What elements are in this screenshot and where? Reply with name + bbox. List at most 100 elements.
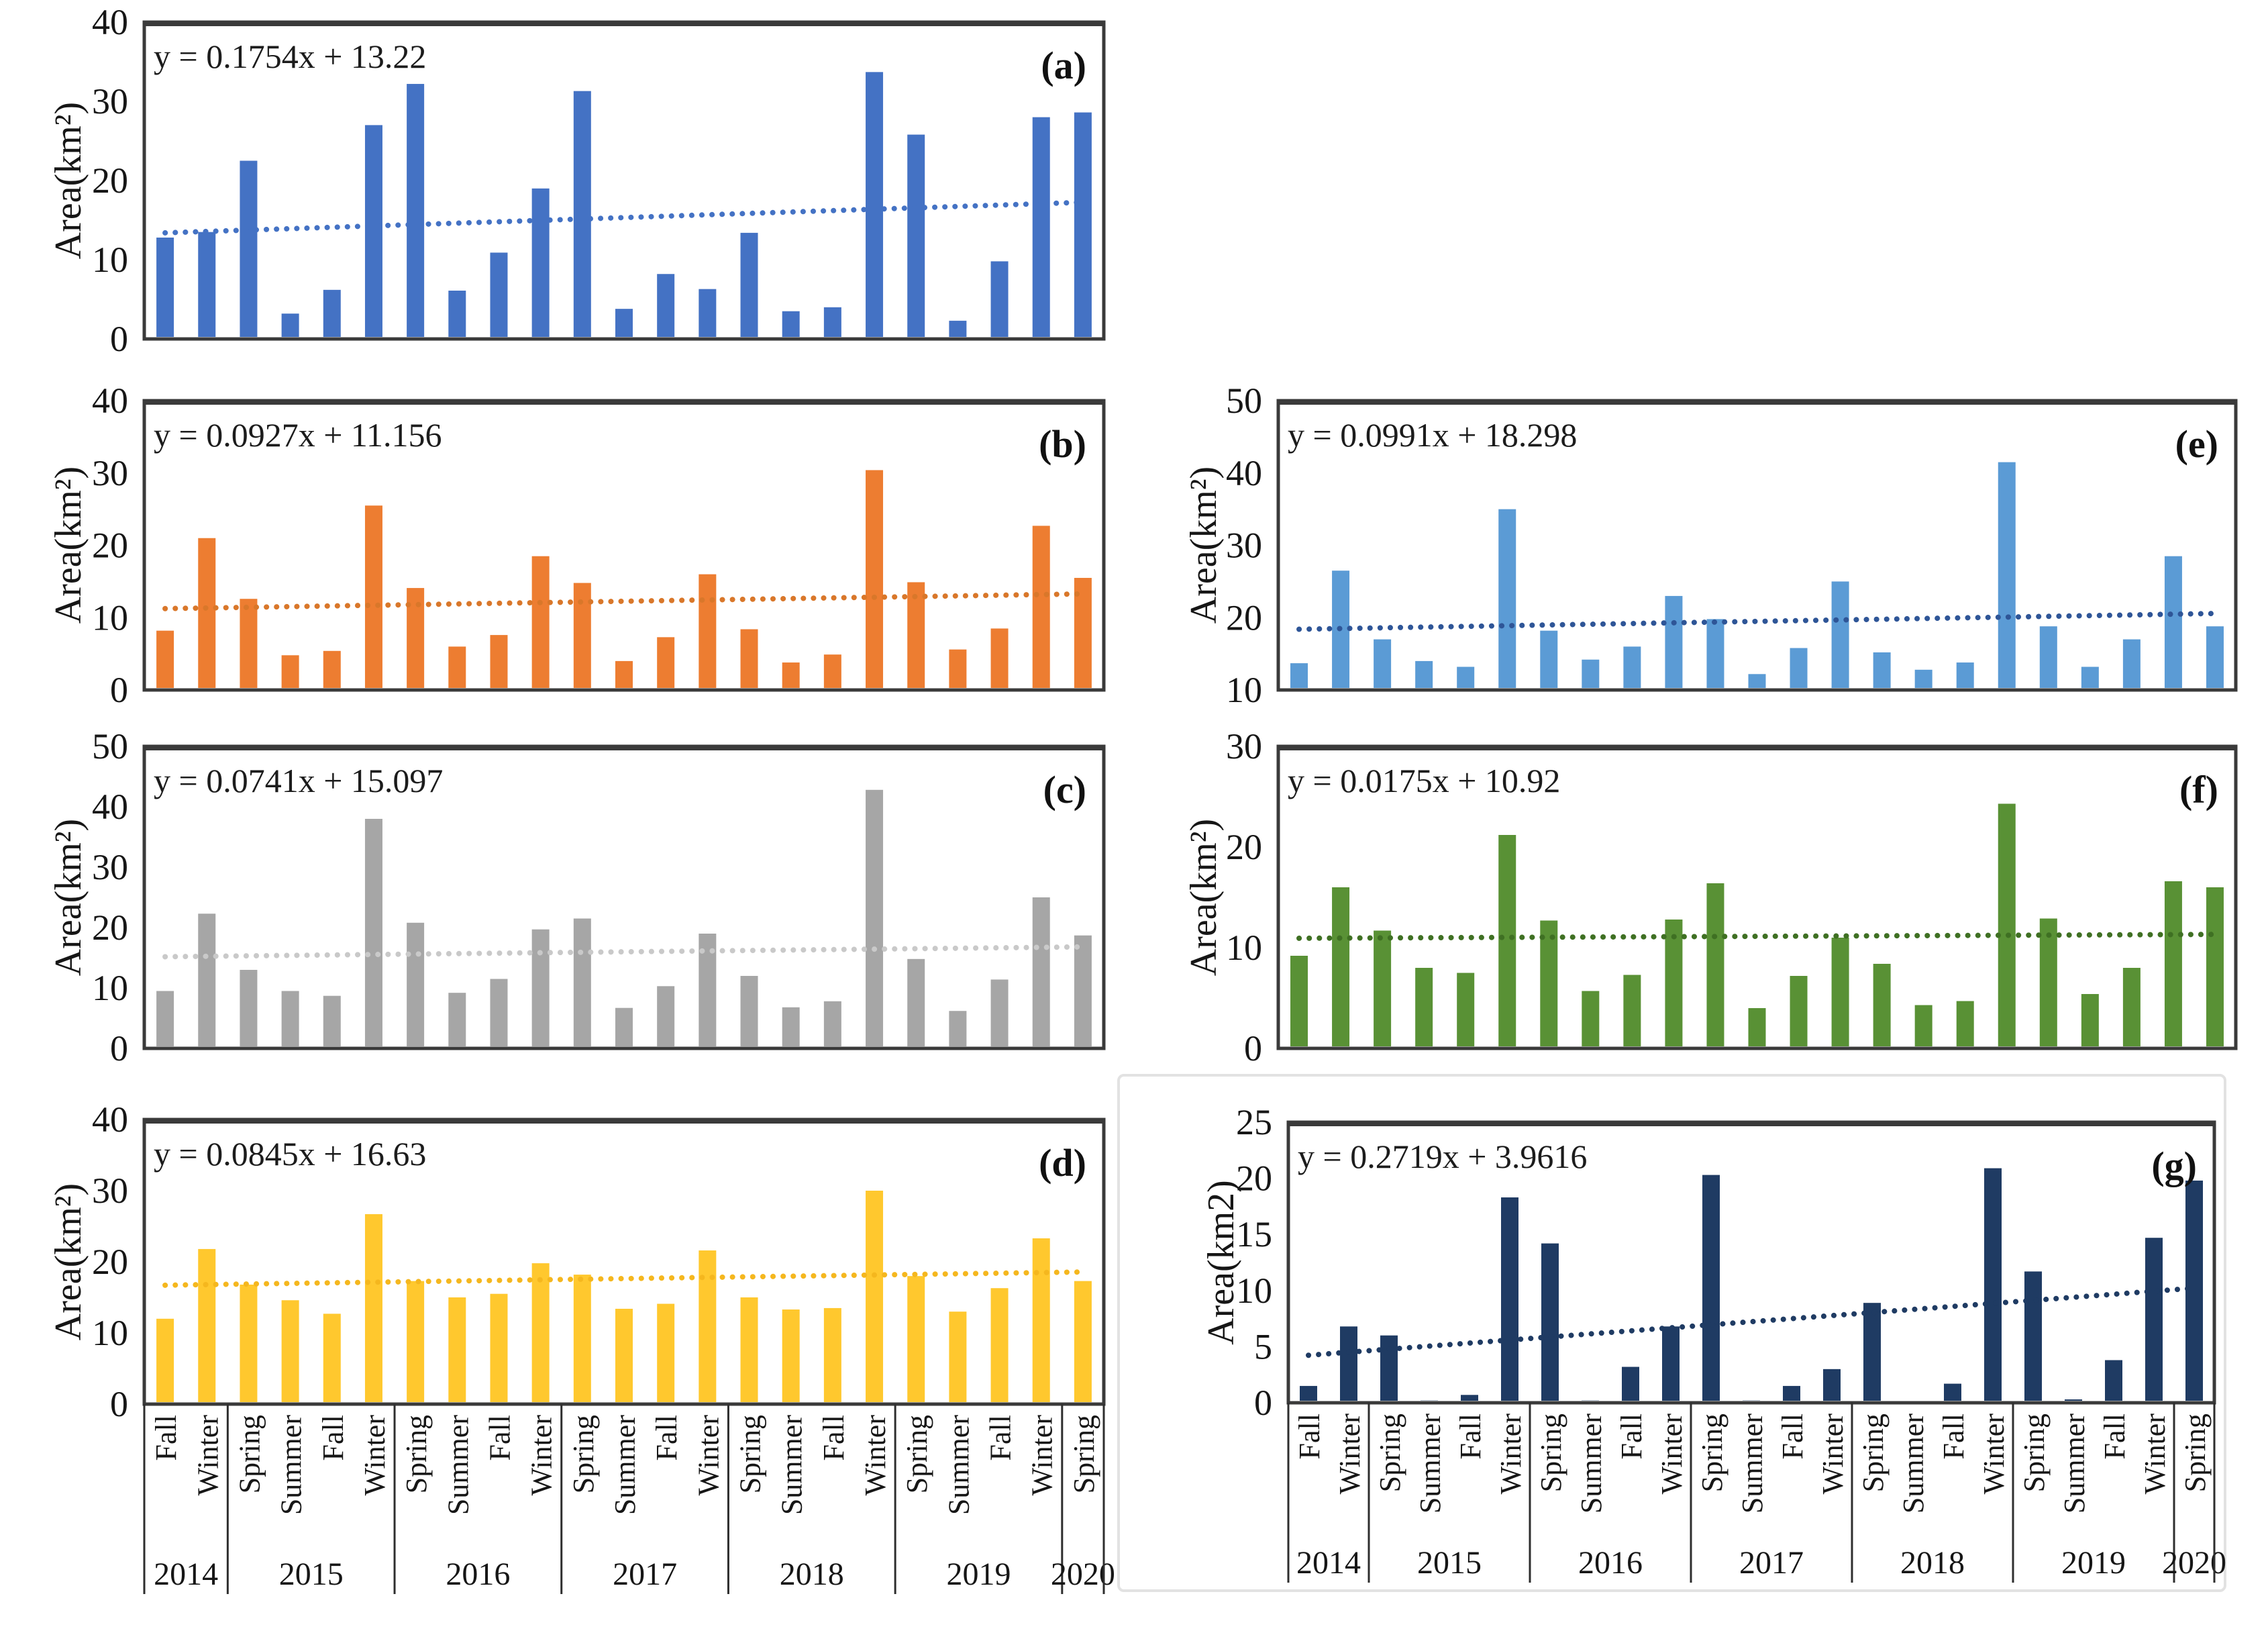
year-label-d-2016: 2016 [446, 1556, 510, 1592]
bar-a-11 [615, 309, 633, 337]
ytick-d-10: 10 [92, 1313, 128, 1353]
bar-f-10 [1706, 883, 1724, 1046]
ytick-a-10: 10 [92, 240, 128, 280]
season-label-g-16: Fall [1937, 1414, 1970, 1459]
equation-d: y = 0.0845x + 16.63 [154, 1135, 426, 1173]
bar-g-9 [1662, 1326, 1680, 1401]
bar-c-19 [949, 1011, 967, 1046]
year-label-g-2014: 2014 [1296, 1545, 1361, 1581]
season-label-g-8: Fall [1615, 1414, 1648, 1459]
bar-f-20 [2122, 968, 2141, 1046]
bar-a-15 [782, 311, 800, 337]
season-label-g-10: Spring [1696, 1414, 1729, 1492]
season-label-d-15: Summer [776, 1415, 809, 1515]
bar-a-16 [823, 307, 841, 337]
bar-e-0 [1290, 663, 1308, 688]
trendline-c [162, 944, 1086, 960]
bar-f-4 [1457, 973, 1475, 1046]
season-label-d-12: Fall [650, 1415, 683, 1460]
ytick-e-40: 40 [1226, 453, 1262, 493]
bar-f-11 [1748, 1008, 1766, 1046]
ytick-e-20: 20 [1226, 597, 1262, 638]
ytick-d-30: 30 [92, 1171, 128, 1211]
bar-f-7 [1582, 991, 1600, 1046]
bar-g-19 [2065, 1399, 2082, 1401]
season-label-g-11: Summer [1736, 1414, 1769, 1514]
bar-d-7 [448, 1297, 466, 1402]
ytick-c-10: 10 [92, 968, 128, 1008]
season-label-d-0: Fall [150, 1415, 183, 1460]
ytick-a-40: 40 [92, 2, 128, 42]
bar-c-14 [740, 976, 758, 1046]
equation-b: y = 0.0927x + 11.156 [154, 416, 442, 454]
season-label-g-20: Fall [2098, 1414, 2131, 1459]
bar-c-7 [448, 993, 466, 1046]
bar-g-16 [1944, 1383, 1961, 1401]
bar-a-12 [657, 274, 675, 337]
season-label-d-4: Fall [317, 1415, 350, 1460]
bar-b-5 [364, 505, 382, 688]
season-label-g-9: Winter [1655, 1414, 1688, 1495]
bar-c-6 [407, 922, 425, 1046]
bar-a-13 [699, 289, 717, 337]
bar-f-17 [1998, 803, 2016, 1046]
bar-a-17 [866, 72, 884, 337]
ytick-f-20: 20 [1226, 827, 1262, 867]
bar-f-13 [1831, 938, 1849, 1046]
bar-f-18 [2039, 918, 2057, 1046]
bar-a-21 [1032, 117, 1050, 337]
bar-b-18 [907, 582, 925, 688]
bar-e-19 [2081, 666, 2099, 688]
bar-e-5 [1498, 509, 1516, 688]
season-label-g-13: Winter [1816, 1414, 1849, 1495]
bar-f-1 [1332, 887, 1350, 1046]
bar-d-2 [240, 1284, 258, 1402]
ytick-b-30: 30 [92, 453, 128, 493]
year-label-g-2019: 2019 [2061, 1545, 2126, 1581]
bar-f-16 [1956, 1001, 1974, 1046]
panel-label-g: (g) [2151, 1144, 2197, 1187]
bar-d-17 [866, 1191, 884, 1402]
bar-a-19 [949, 320, 967, 337]
bar-d-10 [573, 1275, 591, 1402]
ytick-b-0: 0 [110, 670, 128, 710]
season-label-g-5: Winter [1494, 1414, 1527, 1495]
season-label-d-22: Spring [1068, 1415, 1100, 1493]
bar-b-9 [531, 556, 550, 688]
season-label-d-6: Spring [400, 1415, 433, 1493]
bar-a-9 [531, 188, 550, 337]
bar-e-8 [1623, 646, 1641, 688]
ytick-e-10: 10 [1226, 670, 1262, 710]
season-label-d-13: Winter [692, 1415, 725, 1496]
bar-d-21 [1032, 1238, 1050, 1402]
bar-g-5 [1501, 1197, 1518, 1401]
bar-f-8 [1623, 975, 1641, 1046]
bar-e-4 [1457, 666, 1475, 688]
season-label-g-22: Spring [2179, 1414, 2212, 1492]
y-axis-title-a: Area(km²) [48, 102, 89, 259]
season-label-g-1: Winter [1333, 1414, 1366, 1495]
bar-a-20 [990, 261, 1009, 337]
bar-e-6 [1540, 630, 1558, 688]
bar-b-4 [323, 650, 341, 688]
bar-a-7 [448, 291, 466, 337]
bar-f-0 [1290, 956, 1308, 1046]
panel-label-a: (a) [1041, 44, 1086, 87]
ytick-g-15: 15 [1236, 1214, 1272, 1254]
year-label-g-2016: 2016 [1578, 1545, 1643, 1581]
bar-e-2 [1374, 639, 1392, 688]
bar-e-17 [1998, 462, 2016, 688]
season-label-g-3: Summer [1414, 1414, 1447, 1514]
bar-c-11 [615, 1007, 633, 1046]
bar-c-22 [1074, 935, 1092, 1046]
ytick-c-30: 30 [92, 847, 128, 887]
bar-c-1 [198, 913, 216, 1046]
ytick-e-50: 50 [1226, 381, 1262, 421]
trendline-a [162, 199, 1086, 236]
season-label-d-20: Fall [984, 1415, 1017, 1460]
bar-g-6 [1541, 1243, 1559, 1401]
bar-e-20 [2122, 639, 2141, 688]
season-label-g-2: Spring [1374, 1414, 1406, 1492]
